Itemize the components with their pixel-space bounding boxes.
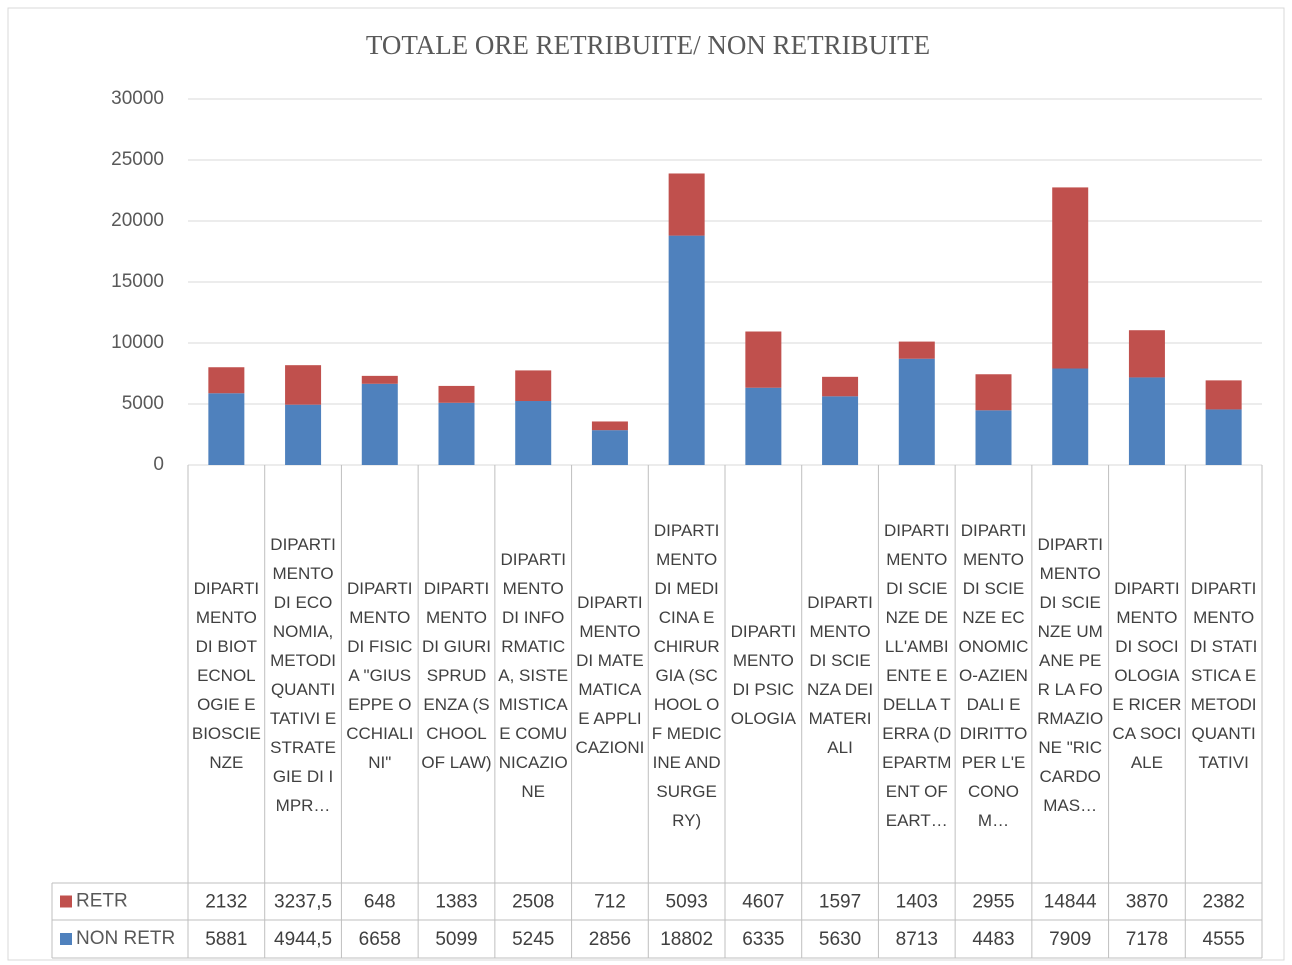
bar-segment	[668, 173, 705, 236]
bar-segment	[975, 374, 1012, 411]
x-tick-label: DIPARTIMENTO DI GIURISPRUDENZA (SCHOOL O…	[421, 578, 492, 772]
table-value: 7178	[1126, 929, 1168, 950]
x-tick-label: DIPARTIMENTO DI SCIENZA DEI MATERIALI	[806, 593, 874, 757]
table-value: 5245	[512, 929, 554, 950]
table-value: 5093	[666, 892, 708, 913]
table-value: 5881	[205, 929, 247, 950]
bar-segment	[1052, 368, 1089, 465]
category-cell: DIPARTIMENTO DI FISICA "GIUSEPPE OCCHIAL…	[344, 469, 415, 881]
category-cell: DIPARTIMENTO DI MEDICINA E CHIRURGIA (SC…	[651, 469, 722, 881]
y-tick-label: 15000	[111, 271, 164, 292]
category-cell: DIPARTIMENTO DI SOCIOLOGIA E RICERCA SOC…	[1112, 469, 1183, 881]
table-value: 2132	[205, 892, 247, 913]
category-cell: DIPARTIMENTO DI PSICOLOGIA	[728, 469, 799, 881]
table-value: 5099	[435, 929, 477, 950]
table-value: 3237,5	[274, 892, 332, 913]
category-cell: DIPARTIMENTO DI STATISTICA E METODI QUAN…	[1188, 469, 1259, 881]
table-value: 2508	[512, 892, 554, 913]
bar-segment	[591, 421, 628, 431]
x-tick-label: DIPARTIMENTO DI MEDICINA E CHIRURGIA (SC…	[651, 520, 722, 830]
category-cell: DIPARTIMENTO DI MATEMATICA E APPLICAZION…	[575, 469, 646, 881]
x-tick-label: DIPARTIMENTO DI SOCIOLOGIA E RICERCA SOC…	[1112, 578, 1182, 772]
bar-segment	[1128, 330, 1165, 378]
category-cell: DIPARTIMENTO DI GIURISPRUDENZA (SCHOOL O…	[421, 469, 492, 881]
table-value: 14844	[1044, 892, 1097, 913]
x-tick-label: DIPARTIMENTO DI SCIENZE UMANE PER LA FOR…	[1037, 535, 1104, 815]
table-value: 1403	[896, 892, 938, 913]
bar-segment	[285, 404, 322, 465]
category-cell: DIPARTIMENTO DI BIOTECNOLOGIE E BIOSCIEN…	[191, 469, 262, 881]
bar-segment	[1205, 380, 1242, 410]
bar-segment	[822, 396, 859, 465]
bar-segment	[898, 358, 935, 465]
bar-segment	[1128, 377, 1165, 465]
category-cell: DIPARTIMENTO DI SCIENZA DEI MATERIALI	[805, 469, 876, 881]
bar-segment	[975, 410, 1012, 465]
bar-segment	[361, 375, 398, 384]
table-value: 4607	[742, 892, 784, 913]
bar-segment	[745, 387, 782, 465]
x-tick-label: DIPARTIMENTO DI PSICOLOGIA	[730, 622, 797, 728]
bar-segment	[515, 401, 552, 465]
table-value: 3870	[1126, 892, 1168, 913]
x-tick-label: DIPARTIMENTO DI SCIENZE ECONOMICO-AZIEND…	[958, 520, 1029, 830]
legend-label: RETR	[76, 891, 128, 912]
category-cell: DIPARTIMENTO DI ECONOMIA, METODI QUANTIT…	[268, 469, 339, 881]
table-value: 4483	[972, 929, 1014, 950]
table-value: 1383	[435, 892, 477, 913]
bar-segment	[898, 341, 935, 359]
y-tick-label: 30000	[111, 88, 164, 109]
bar-segment	[515, 370, 552, 402]
legend-swatch	[60, 895, 72, 908]
x-tick-label: DIPARTIMENTO DI FISICA "GIUSEPPE OCCHIAL…	[346, 578, 414, 772]
bar-segment	[438, 402, 475, 465]
y-tick-label: 10000	[111, 332, 164, 353]
y-tick-label: 20000	[111, 210, 164, 231]
category-cell: DIPARTIMENTO DI SCIENZE ECONOMICO-AZIEND…	[958, 469, 1029, 881]
chart-title: TOTALE ORE RETRIBUITE/ NON RETRIBUITE	[366, 30, 930, 60]
x-tick-label: DIPARTIMENTO DI BIOTECNOLOGIE E BIOSCIEN…	[191, 578, 261, 772]
y-tick-label: 5000	[122, 393, 164, 414]
y-tick-label: 25000	[111, 149, 164, 170]
category-cell: DIPARTIMENTO DI INFORMATICA, SISTEMISTIC…	[498, 469, 569, 881]
x-tick-label: DIPARTIMENTO DI SCIENZE DELL'AMBIENTE E …	[882, 520, 952, 830]
x-tick-label: DIPARTIMENTO DI INFORMATICA, SISTEMISTIC…	[498, 549, 569, 801]
table-value: 2856	[589, 929, 631, 950]
bar-segment	[745, 331, 782, 388]
x-tick-label: DIPARTIMENTO DI STATISTICA E METODI QUAN…	[1189, 578, 1258, 772]
bar-segment	[361, 383, 398, 465]
y-tick-label: 0	[153, 454, 164, 475]
x-tick-label: DIPARTIMENTO DI ECONOMIA, METODI QUANTIT…	[269, 535, 337, 815]
table-value: 5630	[819, 929, 861, 950]
category-cell: DIPARTIMENTO DI SCIENZE UMANE PER LA FOR…	[1035, 469, 1106, 881]
bar-segment	[822, 376, 859, 397]
bar-segment	[285, 365, 322, 405]
bar-segment	[668, 235, 705, 465]
table-value: 2955	[972, 892, 1014, 913]
table-value: 7909	[1049, 929, 1091, 950]
table-value: 8713	[896, 929, 938, 950]
table-value: 648	[364, 892, 396, 913]
bar-segment	[1052, 187, 1089, 369]
table-value: 18802	[660, 929, 713, 950]
table-value: 1597	[819, 892, 861, 913]
bar-segment	[208, 393, 245, 465]
table-value: 2382	[1203, 892, 1245, 913]
bar-segment	[438, 385, 475, 403]
legend-label: NON RETR	[76, 928, 175, 949]
bar-segment	[1205, 409, 1242, 465]
table-value: 4944,5	[274, 929, 332, 950]
table-value: 6658	[359, 929, 401, 950]
table-value: 712	[594, 892, 626, 913]
table-value: 4555	[1203, 929, 1245, 950]
category-cell: DIPARTIMENTO DI SCIENZE DELL'AMBIENTE E …	[881, 469, 952, 881]
bar-segment	[591, 430, 628, 465]
bar-segment	[208, 367, 245, 394]
table-value: 6335	[742, 929, 784, 950]
legend-swatch	[60, 933, 72, 945]
x-tick-label: DIPARTIMENTO DI MATEMATICA E APPLICAZION…	[575, 593, 645, 757]
chart-border	[7, 7, 1285, 961]
